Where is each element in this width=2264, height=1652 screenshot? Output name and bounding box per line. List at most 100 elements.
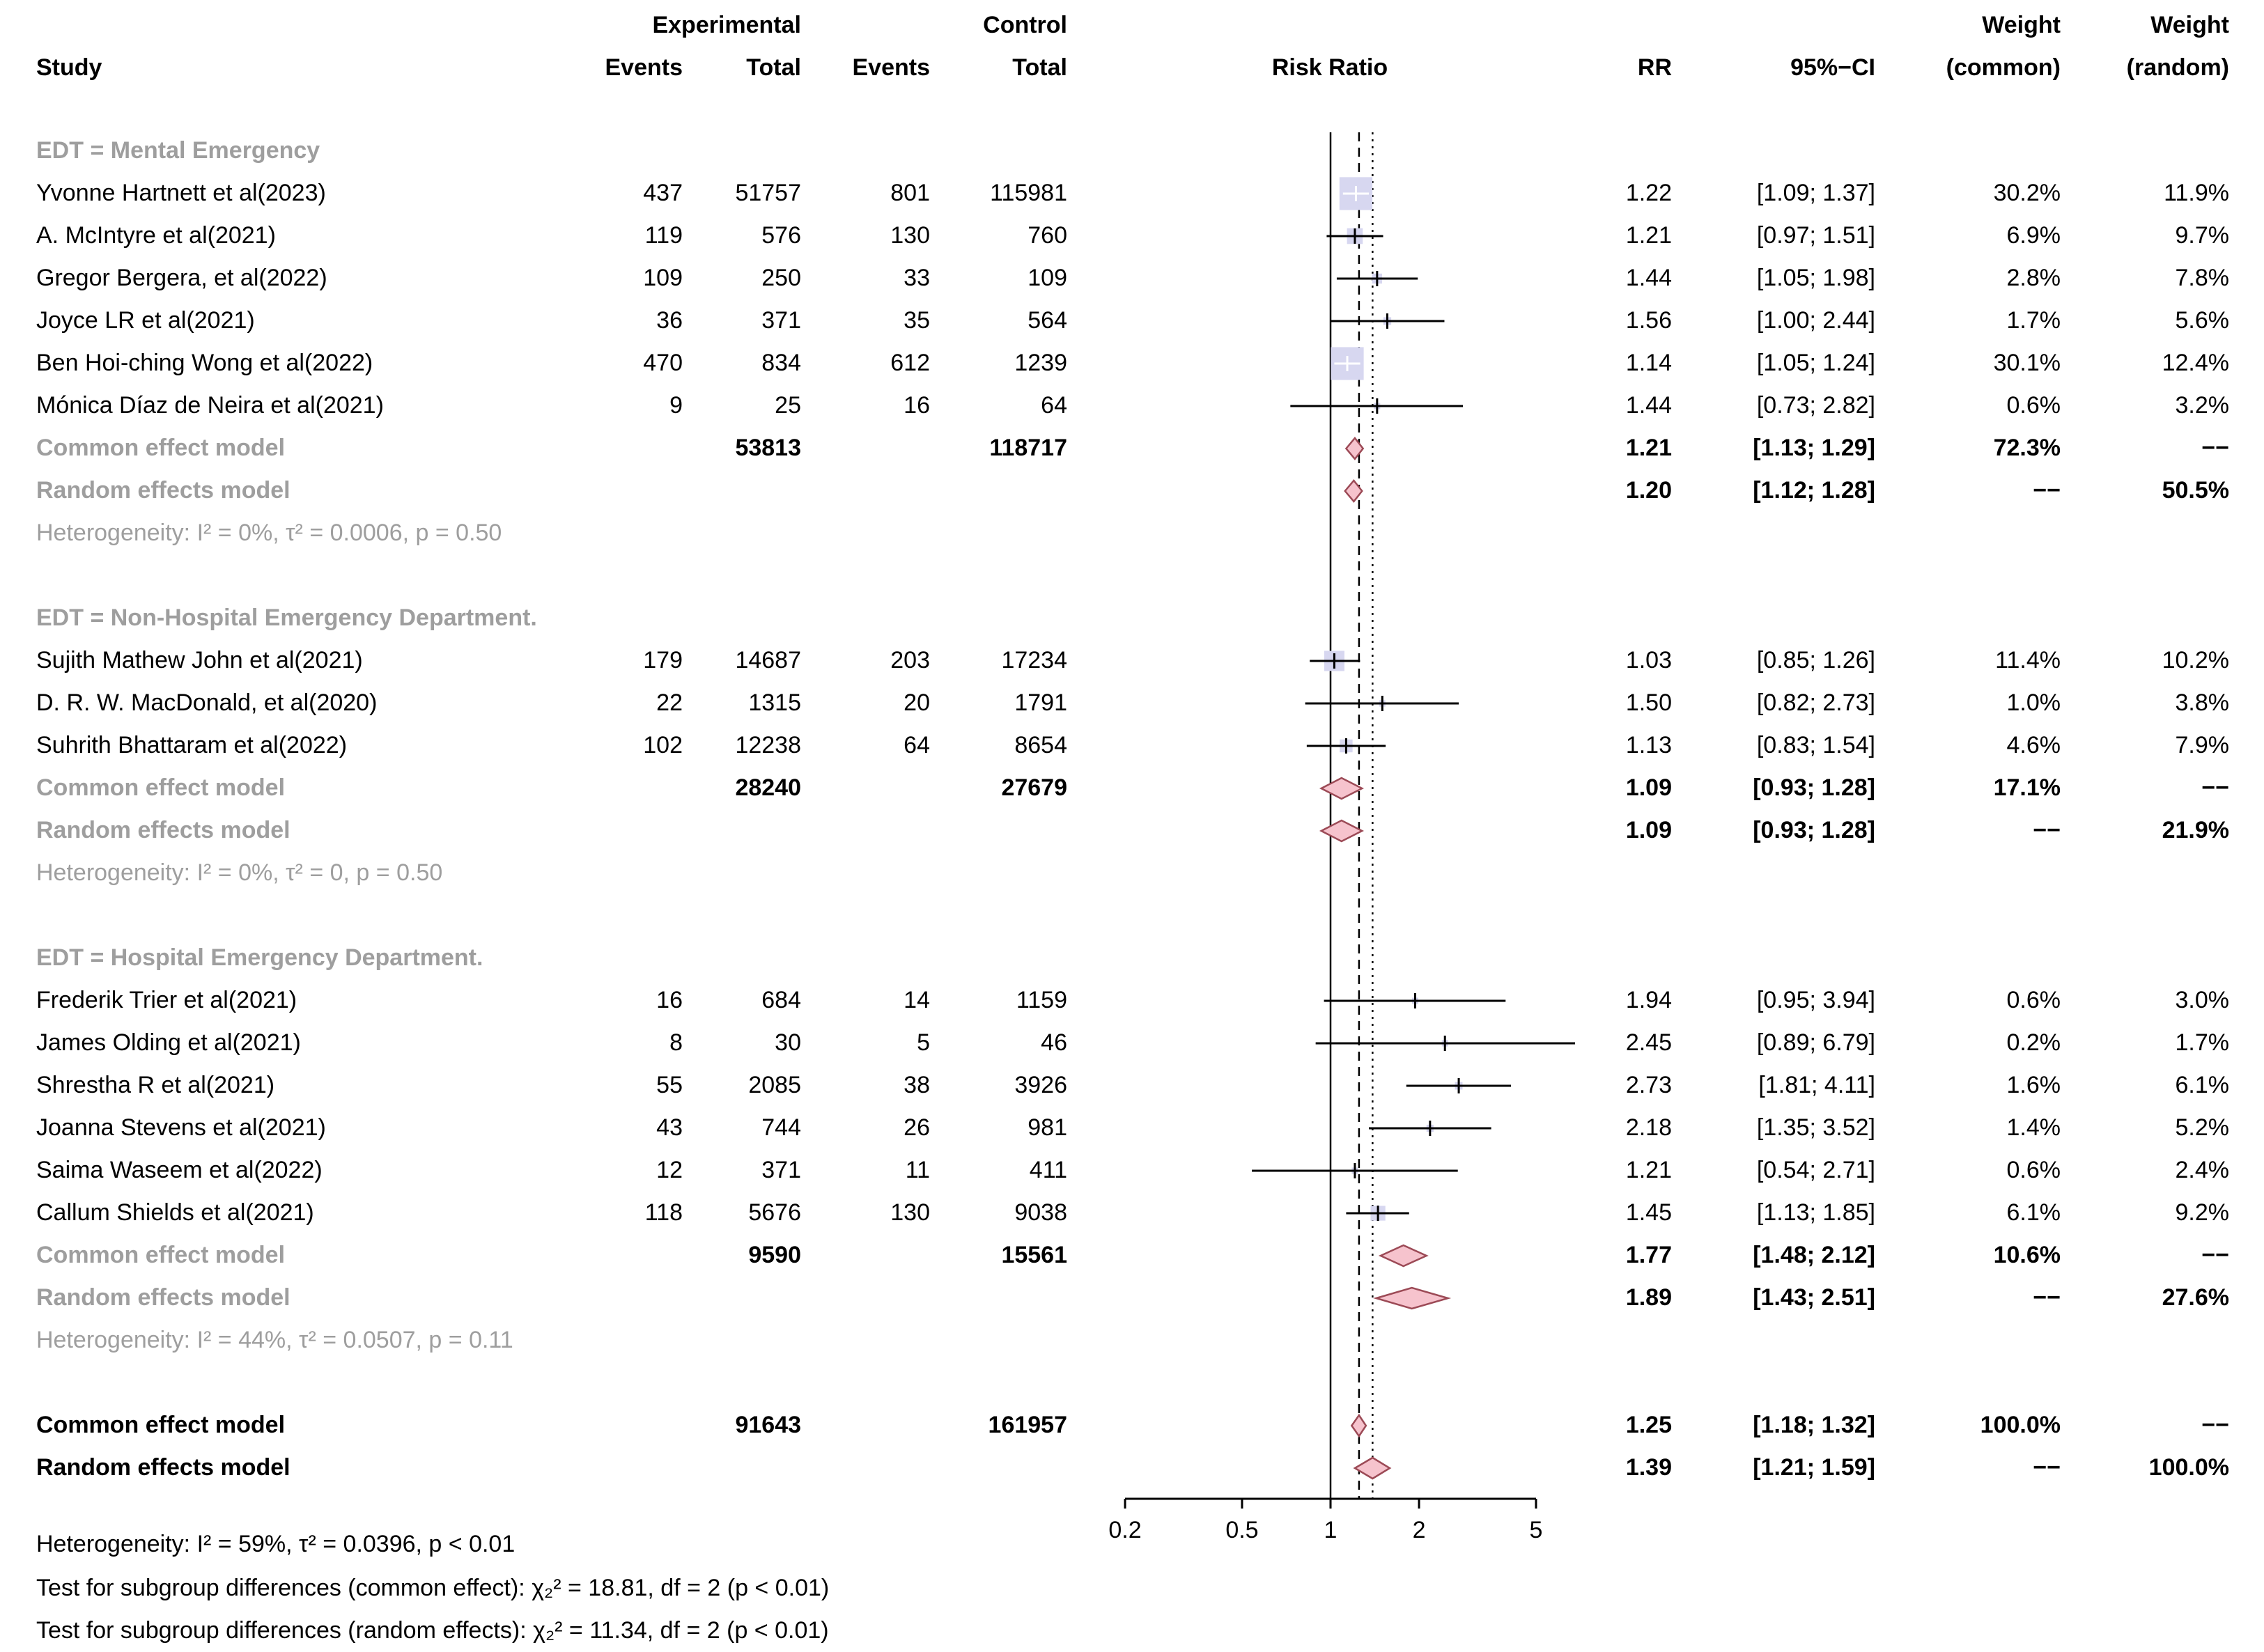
pooled-weight-common: 72.3% bbox=[1993, 435, 2061, 461]
pooled-weight-random: −− bbox=[2201, 435, 2229, 461]
pooled-label: Common effect model bbox=[36, 1242, 286, 1268]
pooled-weight-random: 100.0% bbox=[2148, 1454, 2229, 1481]
study-exp-events: 36 bbox=[656, 307, 683, 334]
study-weight-common: 4.6% bbox=[2006, 732, 2061, 758]
study-ctrl-total: 9038 bbox=[1014, 1199, 1067, 1226]
pooled-label: Random effects model bbox=[36, 477, 290, 504]
study-name: Yvonne Hartnett et al(2023) bbox=[36, 180, 326, 206]
pooled-ci: [1.43; 2.51] bbox=[1753, 1284, 1875, 1311]
study-name: Callum Shields et al(2021) bbox=[36, 1199, 314, 1226]
study-weight-random: 3.8% bbox=[2175, 689, 2230, 716]
study-weight-random: 7.9% bbox=[2175, 732, 2230, 758]
study-ctrl-events: 35 bbox=[904, 307, 930, 334]
study-weight-random: 12.4% bbox=[2162, 350, 2229, 376]
study-name: James Olding et al(2021) bbox=[36, 1029, 301, 1056]
study-rr: 1.50 bbox=[1625, 689, 1672, 716]
study-ci: [1.05; 1.98] bbox=[1756, 265, 1875, 291]
study-name: Suhrith Bhattaram et al(2022) bbox=[36, 732, 348, 758]
col-header-ci: 95%−CI bbox=[1790, 54, 1875, 81]
subgroup-label: EDT = Non-Hospital Emergency Department. bbox=[36, 605, 537, 631]
study-weight-random: 6.1% bbox=[2175, 1072, 2230, 1098]
study-weight-random: 2.4% bbox=[2175, 1157, 2230, 1183]
col-header-events-ctrl: Events bbox=[852, 54, 931, 81]
study-ci: [0.83; 1.54] bbox=[1756, 732, 1875, 758]
study-ctrl-events: 130 bbox=[890, 1199, 930, 1226]
heterogeneity-note: Heterogeneity: I² = 0%, τ² = 0.0006, p =… bbox=[36, 520, 502, 546]
study-name: Joanna Stevens et al(2021) bbox=[36, 1114, 326, 1141]
study-weight-common: 1.6% bbox=[2006, 1072, 2061, 1098]
col-header-control: Control bbox=[983, 12, 1067, 38]
study-ctrl-total: 64 bbox=[1041, 392, 1067, 419]
study-exp-events: 119 bbox=[644, 222, 683, 249]
pooled-ctrl-total: 118717 bbox=[989, 435, 1067, 461]
study-ci: [0.97; 1.51] bbox=[1756, 222, 1875, 249]
study-ctrl-events: 801 bbox=[890, 180, 930, 206]
col-header-weight-random: Weight bbox=[2150, 12, 2229, 38]
axis-tick-label: 1 bbox=[1324, 1517, 1338, 1543]
study-name: Gregor Bergera, et al(2022) bbox=[36, 265, 327, 291]
study-rr: 1.44 bbox=[1625, 265, 1672, 291]
pooled-weight-random: 21.9% bbox=[2162, 817, 2229, 843]
pooled-rr: 1.21 bbox=[1625, 435, 1672, 461]
study-exp-total: 250 bbox=[761, 265, 801, 291]
study-ci: [1.09; 1.37] bbox=[1756, 180, 1875, 206]
col-header-experimental: Experimental bbox=[652, 12, 801, 38]
summary-diamond bbox=[1319, 777, 1364, 800]
pooled-weight-random: 27.6% bbox=[2162, 1284, 2229, 1311]
pooled-ci: [0.93; 1.28] bbox=[1753, 774, 1875, 801]
study-rr: 1.44 bbox=[1625, 392, 1672, 419]
study-ci: [0.85; 1.26] bbox=[1756, 647, 1875, 673]
pooled-ctrl-total: 27679 bbox=[1001, 774, 1067, 801]
study-name: D. R. W. MacDonald, et al(2020) bbox=[36, 689, 378, 716]
study-exp-total: 684 bbox=[761, 987, 801, 1013]
study-ctrl-total: 17234 bbox=[1001, 647, 1067, 673]
pooled-weight-common: −− bbox=[2033, 1454, 2061, 1481]
study-ctrl-total: 46 bbox=[1041, 1029, 1067, 1056]
study-ctrl-events: 14 bbox=[904, 987, 930, 1013]
pooled-exp-total: 53813 bbox=[735, 435, 801, 461]
col-header-risk-ratio: Risk Ratio bbox=[1271, 54, 1388, 81]
study-exp-total: 12238 bbox=[735, 732, 801, 758]
study-weight-random: 7.8% bbox=[2175, 265, 2230, 291]
col-header-study: Study bbox=[36, 54, 102, 81]
study-exp-events: 109 bbox=[643, 265, 683, 291]
summary-diamond bbox=[1319, 819, 1364, 843]
study-weight-common: 2.8% bbox=[2006, 265, 2061, 291]
pooled-label: Common effect model bbox=[36, 1412, 286, 1438]
study-exp-events: 12 bbox=[656, 1157, 683, 1183]
pooled-exp-total: 91643 bbox=[735, 1412, 801, 1438]
summary-diamond bbox=[1344, 437, 1365, 460]
study-exp-events: 8 bbox=[669, 1029, 683, 1056]
summary-diamond bbox=[1353, 1456, 1392, 1480]
study-ctrl-total: 760 bbox=[1028, 222, 1067, 249]
study-name: Ben Hoi-ching Wong et al(2022) bbox=[36, 350, 373, 376]
study-name: Saima Waseem et al(2022) bbox=[36, 1157, 323, 1183]
study-ci: [1.05; 1.24] bbox=[1756, 350, 1875, 376]
study-exp-events: 118 bbox=[644, 1199, 683, 1226]
pooled-rr: 1.20 bbox=[1625, 477, 1672, 504]
axis-tick-label: 0.5 bbox=[1225, 1517, 1258, 1543]
study-exp-total: 25 bbox=[775, 392, 801, 419]
study-weight-common: 30.2% bbox=[1993, 180, 2061, 206]
study-rr: 1.45 bbox=[1625, 1199, 1672, 1226]
study-ctrl-total: 564 bbox=[1028, 307, 1067, 334]
pooled-ci: [0.93; 1.28] bbox=[1753, 817, 1875, 843]
summary-diamond bbox=[1350, 1413, 1367, 1438]
study-exp-events: 102 bbox=[643, 732, 683, 758]
study-ctrl-total: 981 bbox=[1028, 1114, 1067, 1141]
study-ctrl-events: 16 bbox=[904, 392, 930, 419]
study-ctrl-total: 115981 bbox=[990, 180, 1067, 206]
study-weight-common: 0.2% bbox=[2006, 1029, 2061, 1056]
subgroup-label: EDT = Mental Emergency bbox=[36, 137, 320, 164]
study-ctrl-total: 1791 bbox=[1014, 689, 1067, 716]
study-weight-random: 1.7% bbox=[2175, 1029, 2230, 1056]
study-ci: [1.81; 4.11] bbox=[1758, 1072, 1875, 1098]
study-ctrl-events: 64 bbox=[904, 732, 930, 758]
axis-tick-label: 0.2 bbox=[1108, 1517, 1141, 1543]
study-ctrl-total: 1159 bbox=[1016, 987, 1067, 1013]
study-weight-common: 11.4% bbox=[1995, 647, 2061, 673]
subgroup-label: EDT = Hospital Emergency Department. bbox=[36, 944, 483, 971]
study-ctrl-events: 5 bbox=[917, 1029, 930, 1056]
study-rr: 2.45 bbox=[1625, 1029, 1672, 1056]
